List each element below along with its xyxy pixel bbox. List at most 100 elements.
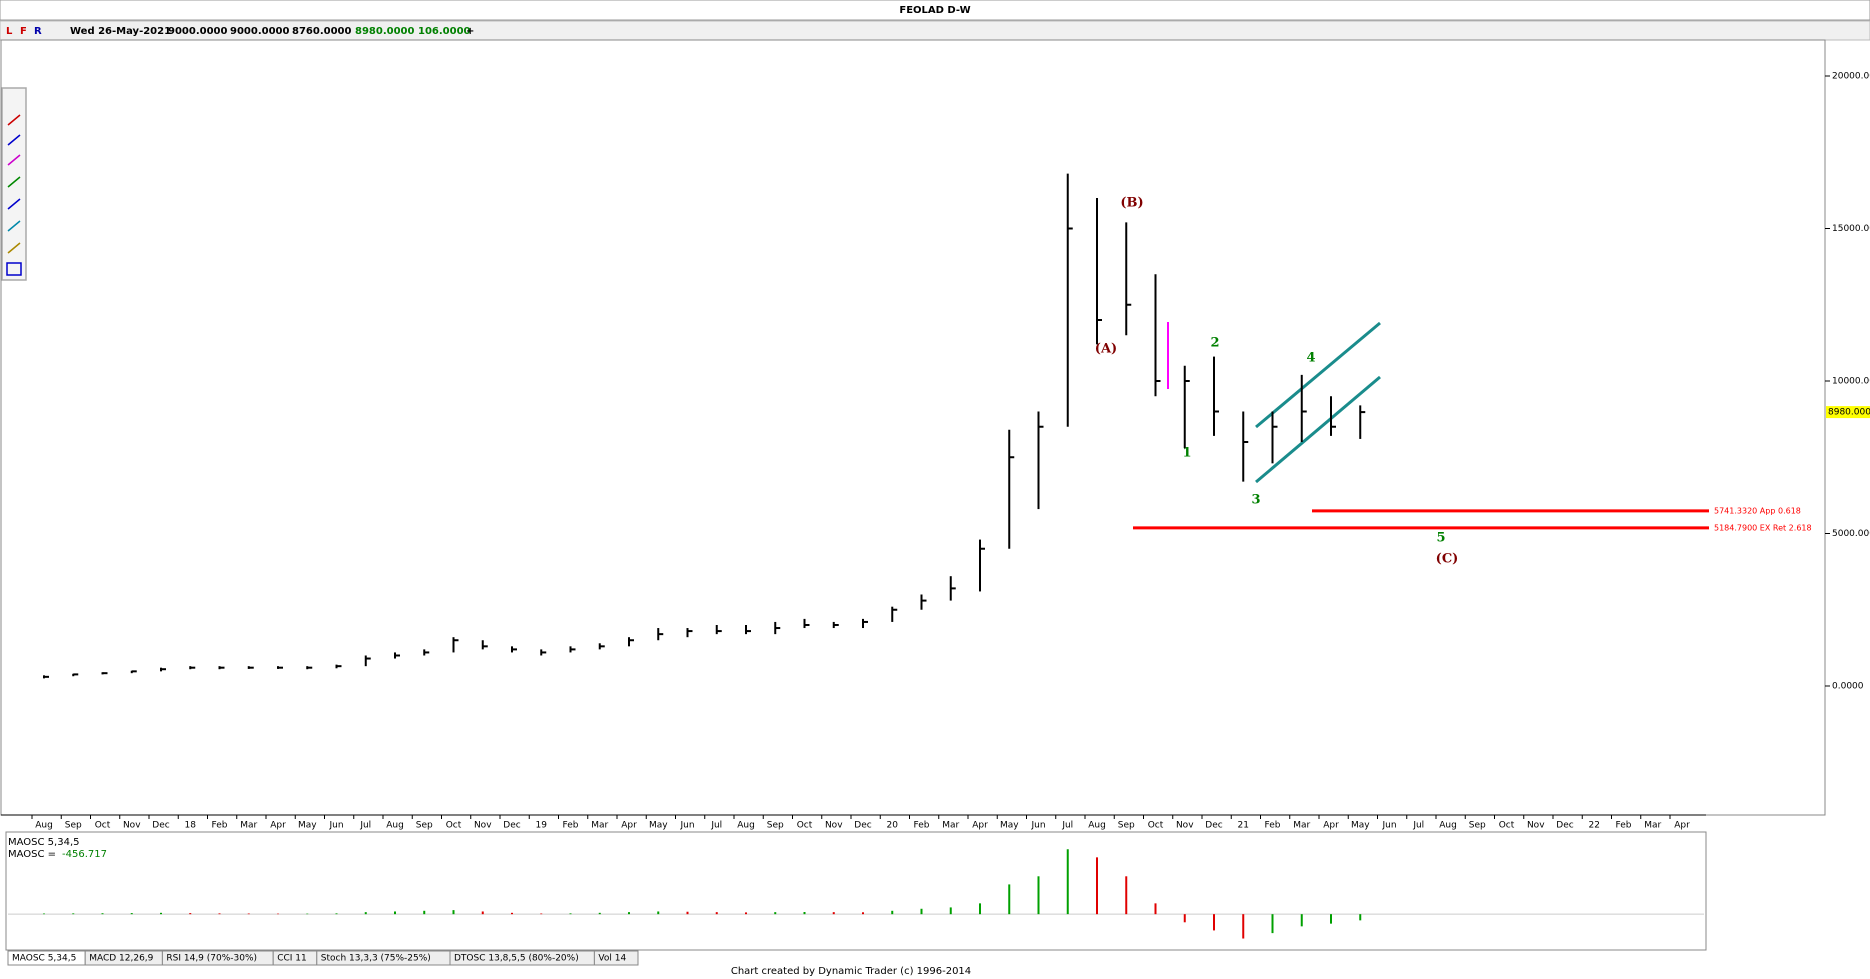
tool-icon[interactable]: [7, 154, 21, 166]
x-tick-label: Nov: [474, 821, 492, 831]
tab-label: MAOSC 5,34,5: [12, 954, 76, 964]
toolbar-button[interactable]: F: [20, 26, 27, 37]
x-tick-label: 20: [887, 821, 899, 831]
x-tick-label: Dec: [152, 821, 169, 831]
x-tick-label: May: [1000, 821, 1019, 831]
channel-line: [1255, 321, 1381, 429]
x-tick-label: Mar: [1293, 821, 1310, 831]
x-tick-label: Jun: [1030, 821, 1045, 831]
bar-date: Wed 26-May-2021: [70, 26, 171, 37]
tool-panel: [1, 87, 27, 281]
x-tick-label: Oct: [446, 821, 462, 831]
x-tick-label: Feb: [563, 821, 579, 831]
x-tick-label: Dec: [1556, 821, 1573, 831]
tab-label: CCI 11: [277, 954, 307, 964]
x-tick-label: Sep: [1118, 821, 1135, 831]
x-tick-label: 21: [1238, 821, 1249, 831]
x-tick-label: Jul: [359, 821, 371, 831]
footer: Chart created by Dynamic Trader (c) 1996…: [731, 966, 971, 977]
x-tick-label: Sep: [416, 821, 433, 831]
x-tick-label: Jul: [1061, 821, 1073, 831]
x-tick-label: Oct: [797, 821, 813, 831]
tab-label: MACD 12,26,9: [89, 954, 153, 964]
tool-icon[interactable]: [7, 198, 21, 210]
x-tick-label: Nov: [825, 821, 843, 831]
y-tick-label: 15000.0000: [1832, 224, 1870, 234]
wave-label: 5: [1436, 531, 1445, 546]
x-tick-label: Nov: [1527, 821, 1545, 831]
x-tick-label: Dec: [854, 821, 871, 831]
toolbar-button[interactable]: R: [34, 26, 42, 37]
last-price-label: 8980.0000: [1828, 408, 1870, 418]
x-tick-label: May: [1351, 821, 1370, 831]
indicator-panel: [5, 831, 1707, 951]
title-bar: [0, 0, 1870, 21]
indicator-name: MAOSC 5,34,5: [8, 837, 79, 848]
x-tick-label: Mar: [240, 821, 257, 831]
x-tick-label: Feb: [914, 821, 930, 831]
wave-label: (B): [1120, 196, 1143, 211]
x-tick-label: Sep: [767, 821, 784, 831]
x-tick-label: Oct: [1148, 821, 1164, 831]
bar-high: 9000.0000: [230, 26, 290, 37]
x-tick-label: Jun: [328, 821, 343, 831]
x-tick-label: Feb: [1265, 821, 1281, 831]
level-label: 5741.3320 App 0.618: [1714, 506, 1801, 515]
y-tick-label: 10000.0000: [1832, 376, 1870, 386]
x-tick-label: Jul: [1412, 821, 1424, 831]
x-tick-label: 19: [536, 821, 548, 831]
bar-change: 106.0000: [418, 26, 471, 37]
bar-close: 8980.0000: [355, 26, 415, 37]
x-tick-label: Feb: [1616, 821, 1632, 831]
level-label: 5184.7900 EX Ret 2.618: [1714, 523, 1812, 532]
tool-icon[interactable]: [7, 176, 21, 188]
wave-label: (C): [1436, 552, 1459, 567]
y-tick-label: 20000.0000: [1832, 71, 1870, 81]
x-tick-label: Apr: [621, 821, 637, 831]
wave-label: 2: [1210, 336, 1219, 351]
tool-icon[interactable]: [7, 114, 21, 126]
x-tick-label: Mar: [942, 821, 959, 831]
x-tick-label: Oct: [95, 821, 111, 831]
add-button[interactable]: +: [466, 26, 474, 37]
x-tick-label: Aug: [35, 821, 53, 831]
x-tick-label: Aug: [737, 821, 755, 831]
x-tick-label: Apr: [1323, 821, 1339, 831]
wave-label: 4: [1306, 351, 1315, 366]
tab-label: RSI 14,9 (70%-30%): [166, 954, 257, 964]
tab-label: DTOSC 13,8,5,5 (80%-20%): [454, 954, 579, 964]
x-tick-label: 18: [185, 821, 197, 831]
x-tick-label: Aug: [1439, 821, 1457, 831]
tool-icon[interactable]: [6, 262, 22, 276]
tool-icon[interactable]: [7, 220, 21, 232]
toolbar-button[interactable]: L: [6, 26, 13, 37]
tool-icon[interactable]: [7, 134, 21, 146]
chart-title: FEOLAD D-W: [899, 5, 970, 16]
tab[interactable]: [593, 950, 639, 966]
x-tick-label: Mar: [1644, 821, 1661, 831]
x-tick-label: 22: [1589, 821, 1600, 831]
x-tick-label: Jun: [1381, 821, 1396, 831]
indicator-prefix: MAOSC =: [8, 849, 56, 860]
x-tick-label: Apr: [270, 821, 286, 831]
x-tick-label: Sep: [65, 821, 82, 831]
indicator-tabs: MAOSC 5,34,5 MACD 12,26,9 RSI 14,9 (70%-30…: [7, 950, 639, 966]
x-tick-label: Feb: [212, 821, 228, 831]
x-tick-label: Apr: [972, 821, 988, 831]
x-tick-label: Nov: [1176, 821, 1194, 831]
bar-open: 9000.0000: [168, 26, 228, 37]
x-tick-label: May: [298, 821, 317, 831]
tool-icon[interactable]: [7, 242, 21, 254]
bar-low: 8760.0000: [292, 26, 352, 37]
wave-label: (A): [1095, 342, 1117, 357]
tab-label: Stoch 13,3,3 (75%-25%): [321, 954, 431, 964]
wave-label: 1: [1182, 446, 1191, 461]
x-tick-label: Jun: [679, 821, 694, 831]
y-tick-label: 0.0000: [1832, 681, 1864, 691]
x-tick-label: Jul: [710, 821, 722, 831]
indicator-value: -456.717: [62, 849, 107, 860]
x-tick-label: Sep: [1469, 821, 1486, 831]
last-price-marker: [1826, 406, 1870, 419]
